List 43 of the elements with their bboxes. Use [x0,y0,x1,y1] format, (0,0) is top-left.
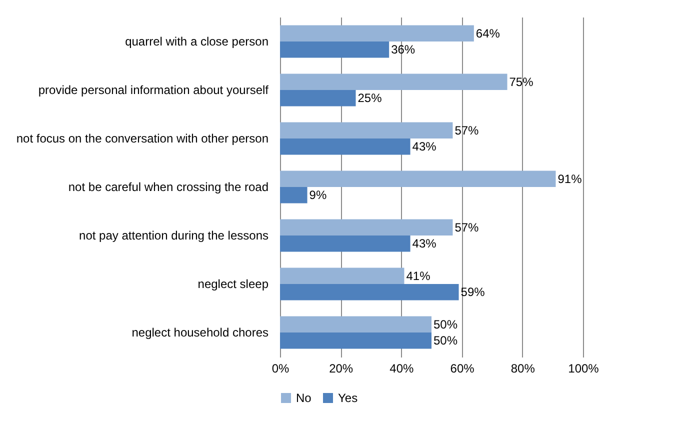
y-tick-label: neglect sleep [198,277,269,292]
data-label: 91% [558,172,582,186]
bar [280,122,453,138]
data-label: 50% [434,334,458,348]
data-label: 36% [391,42,416,57]
legend-label: Yes [338,391,358,405]
bar [280,41,390,58]
x-tick-label: 20% [329,362,354,376]
bar [280,332,432,349]
y-tick-label: not pay attention during the lessons [79,228,268,242]
bar [280,268,404,284]
data-label: 57% [454,220,480,234]
bar [280,187,308,204]
data-label: 43% [412,236,437,251]
y-tick-label: not focus on the conversation with other person [16,132,268,146]
bar [280,138,410,155]
bar [280,284,459,300]
data-label: 57% [454,123,480,138]
legend-label: No [296,391,312,405]
bar [280,90,356,106]
data-label: 59% [460,285,486,300]
x-tick-label: 40% [390,362,414,376]
bar [280,219,453,236]
x-tick-label: 80% [510,362,536,376]
data-label: 75% [509,74,534,89]
x-tick-label: 100% [568,362,600,376]
x-tick-label: 0% [272,362,290,376]
data-label: 43% [412,140,437,154]
x-tick-label: 60% [450,362,475,376]
data-label: 64% [476,26,500,40]
bar [280,236,410,252]
data-label: 41% [406,268,431,283]
y-tick-label: quarrel with a close person [125,34,268,48]
y-tick-label: provide personal information about yourself [38,82,270,97]
y-tick-label: neglect household chores [132,326,268,340]
bar [280,170,556,187]
y-tick-label: not be careful when crossing the road [68,180,268,194]
data-label: 9% [309,188,327,202]
bar [280,25,474,42]
bar [280,316,432,333]
data-label: 50% [434,317,458,332]
data-label: 25% [358,91,382,106]
bar [280,74,508,90]
